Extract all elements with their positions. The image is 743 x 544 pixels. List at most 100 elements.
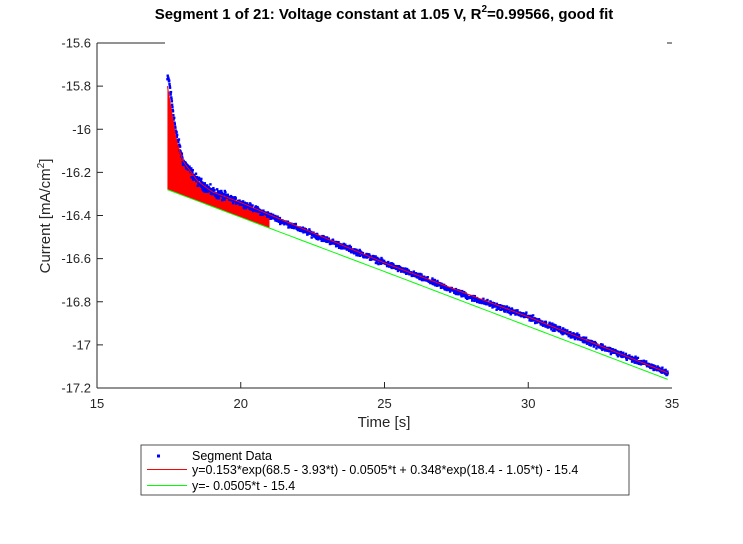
y-tick-label: -16.4 bbox=[61, 208, 91, 223]
segment-data-point bbox=[191, 168, 194, 172]
segment-data-point bbox=[454, 287, 458, 291]
segment-data-point bbox=[642, 359, 646, 362]
segment-data-point bbox=[310, 236, 313, 239]
segment-data-point bbox=[608, 350, 611, 353]
segment-data-point bbox=[194, 172, 198, 175]
segment-data-point bbox=[611, 348, 615, 351]
segment-data-point bbox=[533, 321, 537, 325]
segment-data-point bbox=[358, 254, 362, 257]
segment-data-point bbox=[557, 325, 560, 329]
segment-data-point bbox=[229, 194, 233, 198]
segment-data-point bbox=[583, 336, 586, 340]
segment-data-point bbox=[630, 355, 633, 359]
segment-data-point bbox=[234, 202, 238, 205]
segment-data-point bbox=[591, 343, 594, 346]
segment-data-point bbox=[565, 330, 568, 333]
segment-data-point bbox=[390, 266, 393, 270]
segment-data-point bbox=[270, 215, 274, 218]
segment-data-point bbox=[262, 209, 265, 212]
segment-data-point bbox=[196, 184, 199, 188]
segment-data-point bbox=[321, 238, 324, 241]
segment-data-point bbox=[233, 199, 236, 203]
segment-data-point bbox=[211, 189, 215, 192]
segment-data-point bbox=[348, 244, 351, 248]
segment-data-point bbox=[619, 350, 623, 354]
segment-data-point bbox=[322, 239, 325, 243]
segment-data-point bbox=[625, 358, 628, 361]
segment-data-point bbox=[226, 194, 229, 198]
segment-data-point bbox=[436, 279, 439, 283]
segment-data-point bbox=[624, 355, 627, 358]
y-tick-label: -15.6 bbox=[61, 36, 91, 51]
segment-data-point bbox=[215, 196, 219, 200]
segment-data-point bbox=[633, 361, 636, 364]
segment-data-point bbox=[563, 328, 567, 332]
segment-data-point bbox=[223, 192, 226, 196]
segment-data-point bbox=[361, 251, 365, 255]
segment-data-point bbox=[540, 322, 544, 325]
segment-data-point bbox=[172, 113, 175, 117]
segment-data-point bbox=[349, 245, 353, 249]
segment-data-point bbox=[373, 258, 377, 261]
segment-data-point bbox=[209, 183, 212, 186]
segment-data-point bbox=[201, 187, 205, 191]
segment-data-point bbox=[368, 253, 371, 257]
segment-data-point bbox=[407, 269, 411, 272]
segment-data-point bbox=[491, 303, 494, 306]
segment-data-point bbox=[250, 206, 253, 209]
segment-data-point bbox=[529, 314, 533, 318]
segment-data-point bbox=[404, 267, 407, 270]
segment-data-point bbox=[552, 323, 556, 326]
segment-data-point bbox=[630, 360, 634, 363]
segment-data-point bbox=[493, 302, 496, 305]
segment-data-point bbox=[325, 236, 329, 239]
segment-data-point bbox=[522, 312, 525, 315]
segment-data-point bbox=[347, 247, 350, 251]
segment-data-point bbox=[416, 276, 420, 279]
segment-data-point bbox=[171, 108, 174, 112]
segment-data-point bbox=[576, 332, 579, 335]
segment-data-point bbox=[261, 213, 264, 217]
segment-data-point bbox=[502, 305, 505, 308]
legend-box bbox=[140, 444, 630, 496]
segment-data-point bbox=[201, 182, 204, 185]
segment-data-point bbox=[473, 295, 477, 298]
segment-data-point bbox=[546, 326, 550, 329]
segment-data-point bbox=[525, 311, 528, 314]
segment-data-point bbox=[499, 308, 503, 311]
segment-data-point bbox=[549, 322, 552, 326]
segment-data-point bbox=[539, 319, 542, 322]
segment-data-point bbox=[216, 190, 220, 193]
segment-data-point bbox=[471, 298, 474, 301]
segment-data-point bbox=[168, 82, 171, 86]
segment-data-point bbox=[666, 370, 669, 373]
segment-data-point bbox=[327, 237, 330, 240]
segment-data-point bbox=[195, 175, 199, 179]
segment-data-point bbox=[167, 78, 170, 81]
segment-data-point bbox=[380, 262, 383, 265]
segment-data-point bbox=[254, 205, 258, 208]
segment-data-point bbox=[482, 297, 485, 301]
segment-data-point bbox=[551, 322, 554, 325]
segment-data-point bbox=[658, 367, 661, 370]
segment-data-point bbox=[220, 191, 224, 195]
segment-data-point bbox=[308, 229, 311, 233]
segment-data-point bbox=[169, 93, 172, 96]
segment-data-point bbox=[269, 212, 273, 216]
segment-data-point bbox=[533, 317, 536, 320]
segment-data-point bbox=[520, 315, 523, 318]
y-axis-label: Current [mA/cm2] bbox=[36, 159, 54, 274]
segment-data-point bbox=[223, 189, 227, 193]
segment-data-point bbox=[315, 237, 318, 241]
x-tick-label: 20 bbox=[234, 396, 248, 411]
segment-data-point bbox=[198, 178, 202, 182]
segment-data-point bbox=[374, 255, 377, 258]
segment-data-point bbox=[248, 207, 252, 211]
segment-data-point bbox=[535, 318, 538, 321]
segment-data-point bbox=[550, 328, 553, 331]
segment-data-point bbox=[216, 188, 219, 191]
segment-data-point bbox=[585, 342, 589, 345]
segment-data-point bbox=[495, 302, 499, 306]
segment-data-point bbox=[245, 202, 249, 205]
